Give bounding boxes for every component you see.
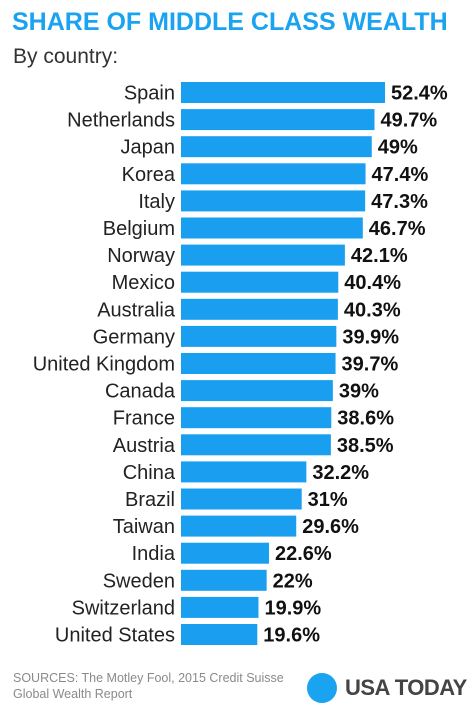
bar-india <box>181 542 269 564</box>
category-label: Germany <box>93 326 175 348</box>
value-label: 29.6% <box>302 516 359 538</box>
bar-netherlands <box>181 109 375 131</box>
value-label: 38.6% <box>337 408 394 430</box>
bar-italy <box>181 190 366 212</box>
value-label: 46.7% <box>369 218 426 240</box>
bar-belgium <box>181 217 363 239</box>
category-label: Canada <box>105 381 176 403</box>
category-label: Taiwan <box>113 516 175 538</box>
bar-spain <box>181 82 385 103</box>
value-label: 49.7% <box>380 110 437 132</box>
category-label: Switzerland <box>72 597 175 619</box>
logo-text: USA TODAY <box>345 675 467 700</box>
bar-germany <box>181 325 337 347</box>
category-label: Netherlands <box>67 110 175 132</box>
category-label: United States <box>55 625 175 647</box>
category-label: France <box>113 408 175 430</box>
category-label: Australia <box>97 299 176 321</box>
bar-switzerland <box>181 596 259 618</box>
category-label: India <box>132 543 176 565</box>
value-label: 47.4% <box>372 164 429 186</box>
bar-france <box>181 407 332 429</box>
chart-title: SHARE OF MIDDLE CLASS WEALTH <box>12 8 448 36</box>
sources-note: SOURCES: The Motley Fool, 2015 Credit Su… <box>13 671 284 701</box>
value-label: 42.1% <box>351 245 408 267</box>
value-label: 40.4% <box>344 272 401 294</box>
logo-dot-icon <box>307 673 337 703</box>
value-label: 38.5% <box>337 435 394 457</box>
bar-sweden <box>181 569 267 591</box>
category-label: Italy <box>138 191 175 213</box>
category-label: Austria <box>113 435 176 457</box>
value-label: 19.6% <box>263 625 320 647</box>
category-label: Belgium <box>103 218 175 240</box>
category-label: Mexico <box>112 272 175 294</box>
category-label: Korea <box>122 164 176 186</box>
value-label: 40.3% <box>344 299 401 321</box>
value-label: 39.7% <box>342 354 399 376</box>
value-label: 39% <box>339 381 379 403</box>
value-label: 39.9% <box>342 326 399 348</box>
bar-korea <box>181 163 366 185</box>
bar-taiwan <box>181 515 297 537</box>
category-label: Norway <box>107 245 175 267</box>
bar-brazil <box>181 488 302 510</box>
bar-united-states <box>181 624 258 645</box>
value-label: 19.9% <box>264 597 321 619</box>
bar-canada <box>181 380 333 402</box>
bar-australia <box>181 298 338 320</box>
bar-japan <box>181 136 372 158</box>
value-label: 52.4% <box>391 83 448 105</box>
bar-united-kingdom <box>181 353 336 374</box>
chart-subtitle: By country: <box>13 45 119 68</box>
category-label: Brazil <box>125 489 175 511</box>
category-label: Spain <box>124 83 175 105</box>
value-label: 31% <box>308 489 348 511</box>
bar-china <box>181 461 307 483</box>
usa-today-logo: USA TODAY <box>307 673 467 703</box>
category-label: Sweden <box>103 570 175 592</box>
value-label: 49% <box>378 137 418 159</box>
value-label: 22.6% <box>275 543 332 565</box>
value-label: 32.2% <box>312 462 369 484</box>
bar-mexico <box>181 271 339 293</box>
value-label: 22% <box>273 570 313 592</box>
value-label: 47.3% <box>371 191 428 213</box>
bar-norway <box>181 244 345 266</box>
category-label: United Kingdom <box>33 354 175 376</box>
bar-austria <box>181 434 331 456</box>
category-label: Japan <box>121 137 176 159</box>
category-label: China <box>123 462 176 484</box>
